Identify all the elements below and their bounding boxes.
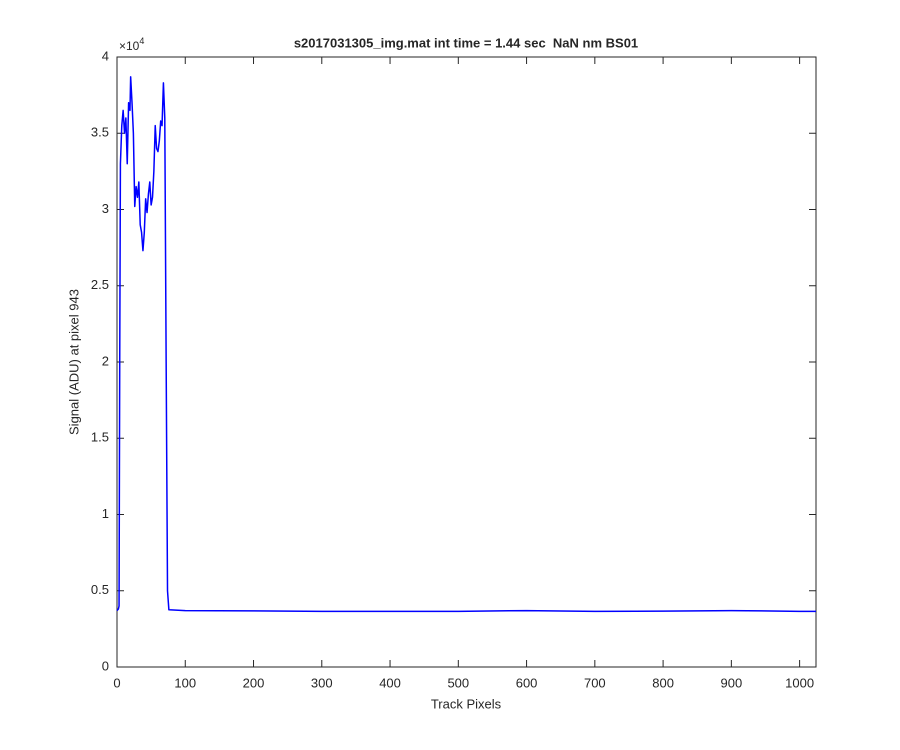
- y-tick-label: 4: [102, 48, 109, 63]
- y-multiplier-base: ×10: [119, 39, 140, 53]
- y-tick-label: 2.5: [91, 277, 109, 292]
- y-multiplier-exponent: 4: [139, 36, 144, 46]
- x-tick-label: 300: [311, 675, 333, 690]
- y-tick-label: 2: [102, 353, 109, 368]
- y-multiplier: ×104: [119, 36, 144, 53]
- x-tick-label: 100: [174, 675, 196, 690]
- x-tick-label: 500: [447, 675, 469, 690]
- x-tick-label: 700: [584, 675, 606, 690]
- chart-title: s2017031305_img.mat int time = 1.44 sec …: [294, 35, 638, 50]
- y-axis-label: Signal (ADU) at pixel 943: [66, 289, 81, 435]
- x-tick-label: 200: [243, 675, 265, 690]
- x-tick-label: 1000: [785, 675, 814, 690]
- y-tick-label: 0.5: [91, 582, 109, 597]
- x-tick-label: 400: [379, 675, 401, 690]
- y-tick-label: 1.5: [91, 430, 109, 445]
- x-tick-label: 600: [516, 675, 538, 690]
- y-tick-label: 0: [102, 658, 109, 673]
- y-tick-label: 3: [102, 201, 109, 216]
- x-axis-label: Track Pixels: [431, 696, 502, 711]
- y-tick-label: 3.5: [91, 125, 109, 140]
- x-tick-label: 800: [652, 675, 674, 690]
- x-tick-label: 0: [113, 675, 120, 690]
- y-tick-label: 1: [102, 506, 109, 521]
- data-line: [116, 76, 816, 613]
- plot-box: [116, 56, 817, 668]
- x-tick-label: 900: [721, 675, 743, 690]
